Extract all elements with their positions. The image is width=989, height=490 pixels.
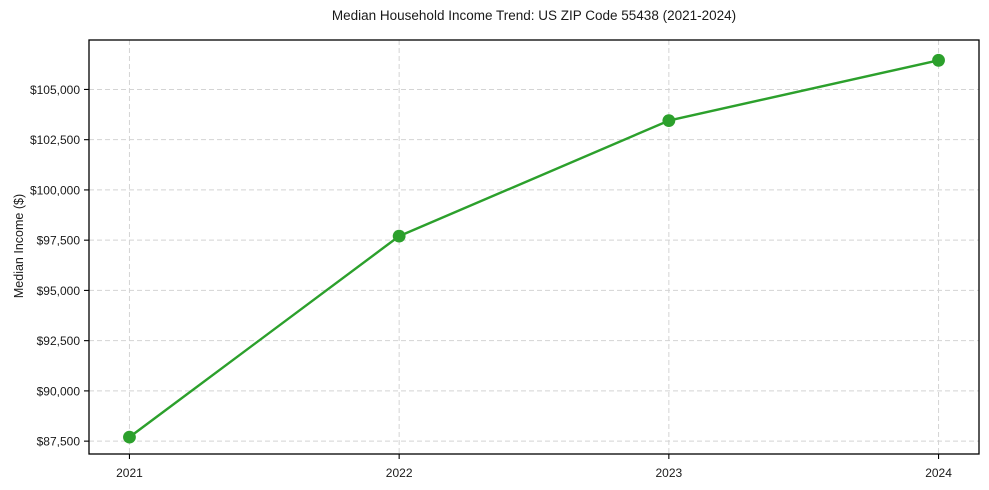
x-tick-label: 2023: [655, 466, 682, 480]
x-tick-label: 2022: [386, 466, 413, 480]
data-point-2022: [392, 229, 406, 243]
y-tick-label: $87,500: [37, 435, 81, 449]
x-tick-label: 2021: [116, 466, 143, 480]
plot-border: [88, 39, 980, 455]
trend-line: [128, 59, 940, 439]
data-point-2024: [932, 53, 945, 67]
y-tick-label: $90,000: [37, 384, 81, 398]
data-point-2023: [662, 114, 676, 127]
y-axis-title: Median Income ($): [12, 194, 26, 298]
chart-title: Median Household Income Trend: US ZIP Co…: [331, 8, 737, 23]
data-point-2021: [123, 430, 136, 444]
y-tick-label: $102,500: [30, 133, 80, 147]
y-tick-label: $100,000: [30, 183, 80, 197]
y-tick-label: $105,000: [30, 83, 80, 97]
y-tick-label: $92,500: [37, 334, 81, 348]
y-tick-label: $97,500: [37, 234, 81, 248]
x-tick-label: 2024: [925, 466, 952, 480]
y-tick-label: $95,000: [37, 284, 81, 298]
